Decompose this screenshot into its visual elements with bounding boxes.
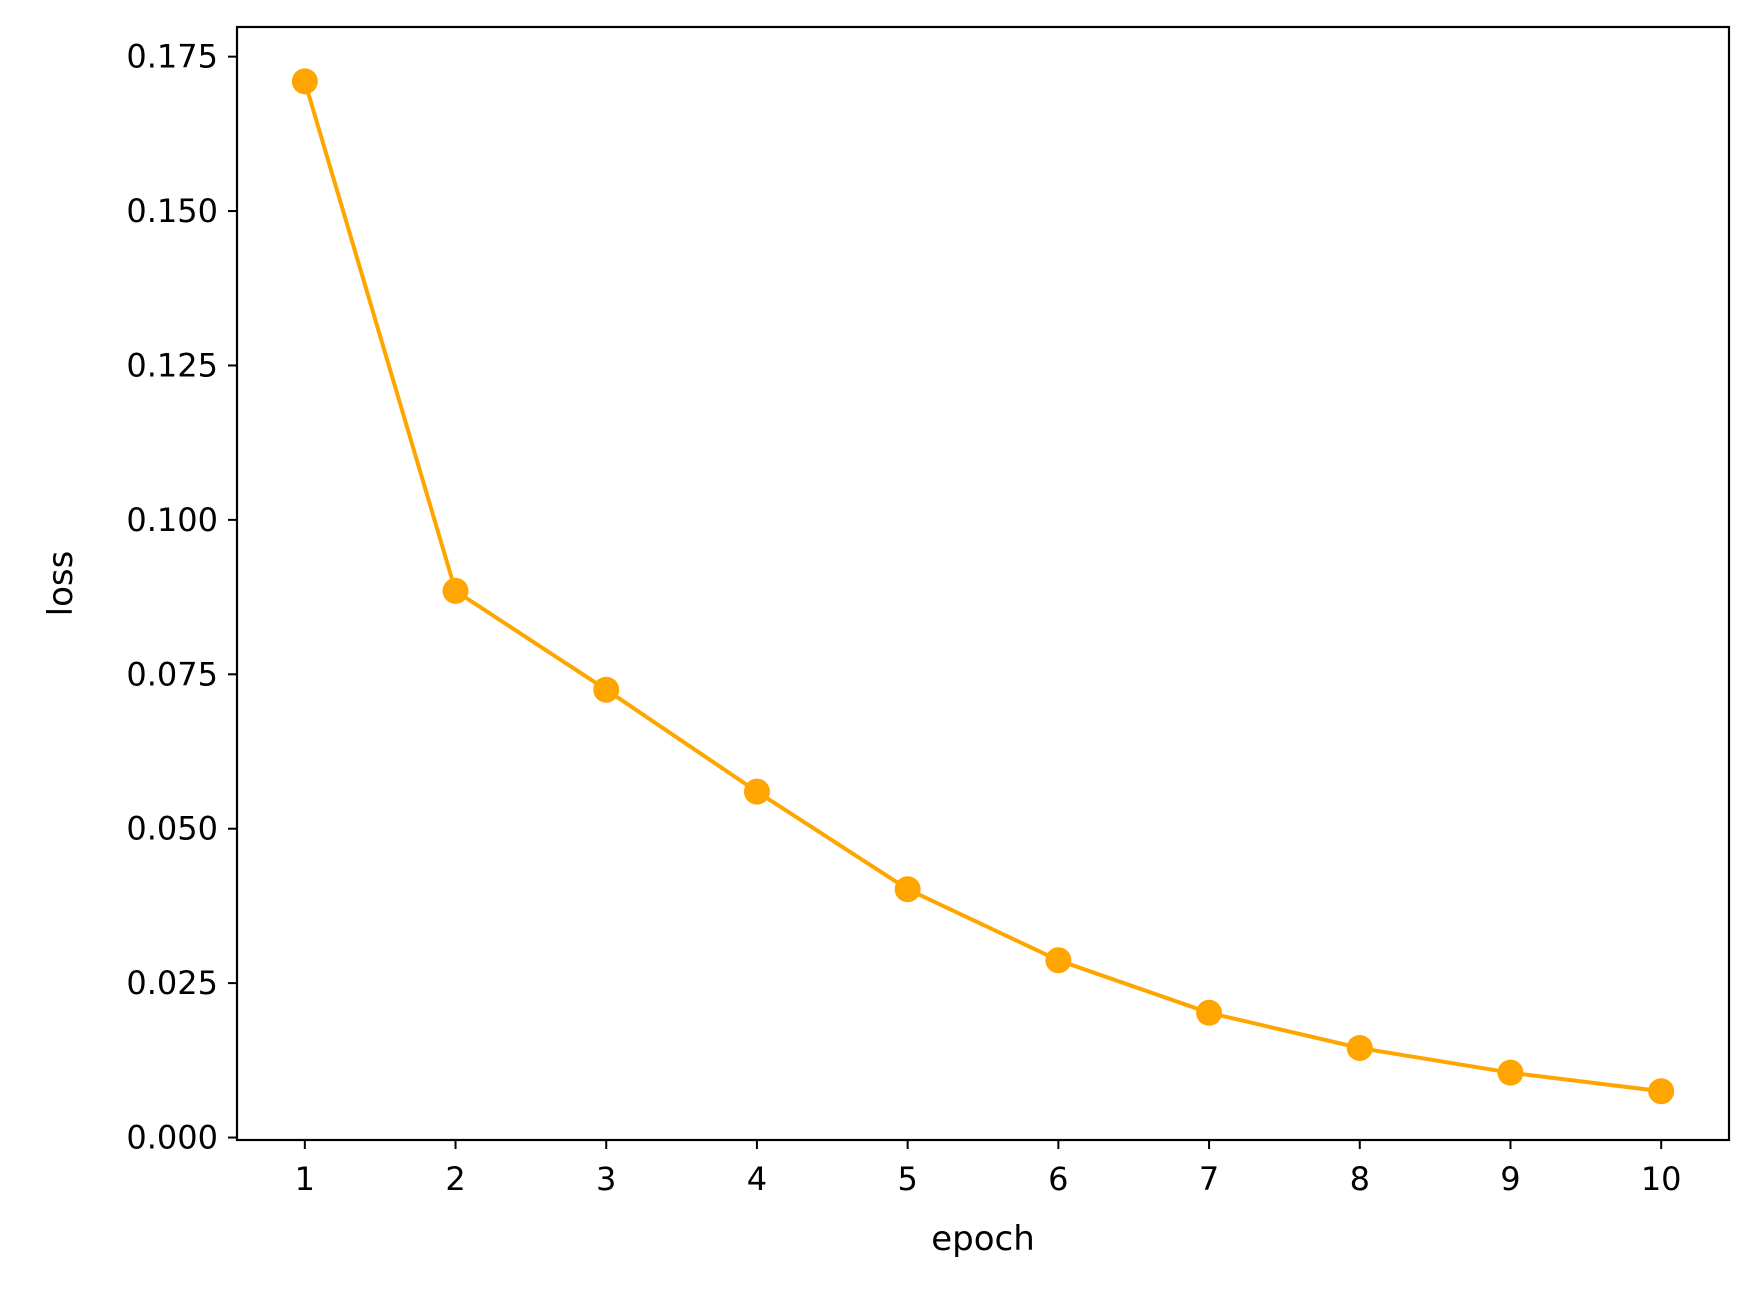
loss-data-point xyxy=(593,676,620,703)
y-tick-label: 0.050 xyxy=(126,810,218,848)
x-tick-label: 9 xyxy=(1500,1160,1520,1198)
loss-data-point xyxy=(1045,947,1072,974)
plot-area xyxy=(291,68,1675,1105)
plot-frame xyxy=(235,25,1731,1142)
loss-data-point xyxy=(1346,1034,1373,1061)
x-tick-label: 4 xyxy=(747,1160,767,1198)
x-tick-label: 1 xyxy=(295,1160,315,1198)
x-axis-label: epoch xyxy=(931,1219,1035,1259)
y-axis: 0.000 0.025 0.050 0.075 0.100 0.125 0.150 0.175 xyxy=(126,38,237,1157)
y-tick-label: 0.000 xyxy=(126,1119,218,1157)
x-tick-label: 7 xyxy=(1199,1160,1219,1198)
loss-data-point xyxy=(1196,999,1223,1026)
x-tick-label: 5 xyxy=(897,1160,917,1198)
x-tick-label: 6 xyxy=(1048,1160,1068,1198)
y-tick-label: 0.125 xyxy=(126,346,218,384)
loss-data-point xyxy=(442,577,469,604)
loss-data-point xyxy=(1648,1078,1675,1105)
loss-data-point xyxy=(743,778,770,805)
y-tick-label: 0.025 xyxy=(126,964,218,1002)
y-tick-label: 0.150 xyxy=(126,192,218,230)
x-tick-label: 10 xyxy=(1641,1160,1682,1198)
loss-data-point xyxy=(1497,1059,1524,1086)
x-tick-label: 3 xyxy=(596,1160,616,1198)
loss-series-line xyxy=(302,80,1662,1094)
loss-data-point xyxy=(894,876,921,903)
x-axis: 1 2 3 4 5 6 7 8 9 10 xyxy=(295,1140,1682,1198)
y-tick-label: 0.075 xyxy=(126,655,218,693)
x-tick-label: 8 xyxy=(1350,1160,1370,1198)
y-tick-label: 0.100 xyxy=(126,501,218,539)
loss-data-point xyxy=(291,68,318,95)
y-axis-label: loss xyxy=(41,551,81,617)
x-tick-label: 2 xyxy=(445,1160,465,1198)
y-tick-label: 0.175 xyxy=(126,38,218,76)
